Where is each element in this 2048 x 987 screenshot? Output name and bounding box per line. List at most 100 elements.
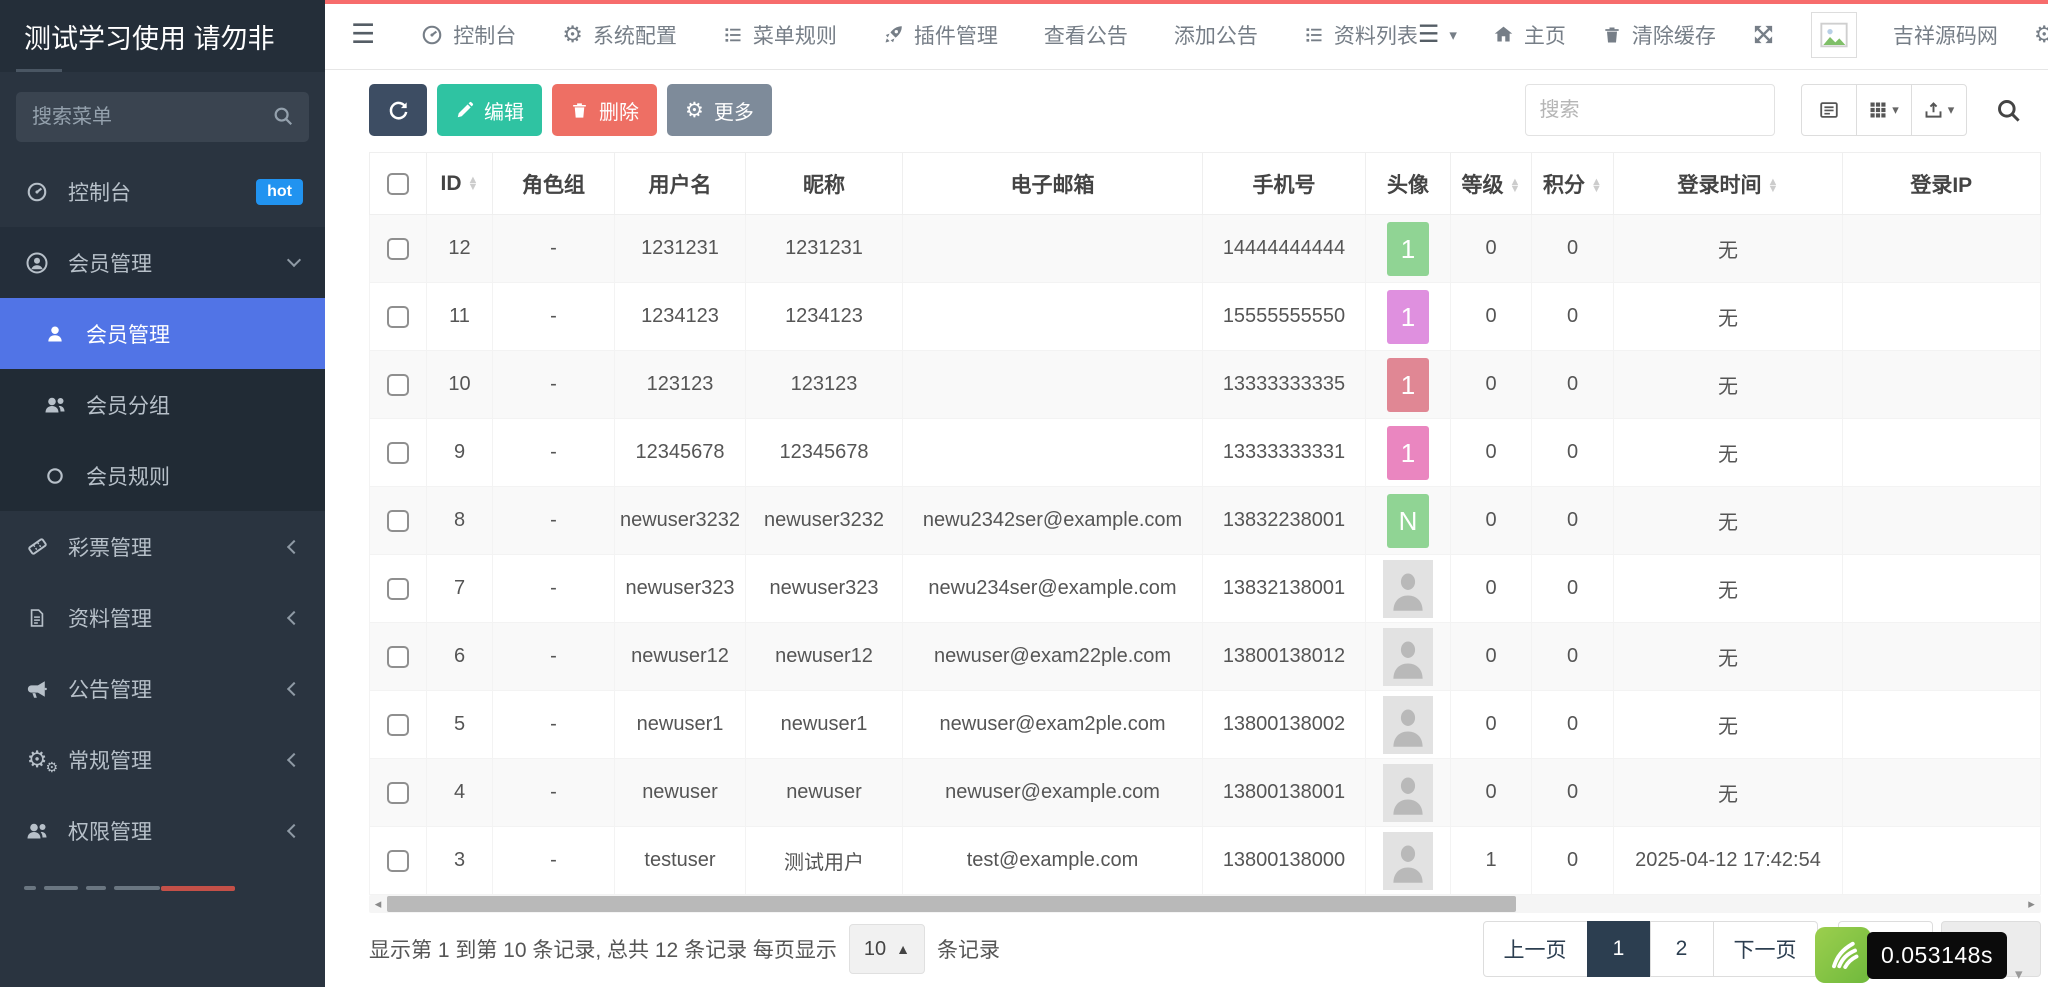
sidebar-search-input[interactable] xyxy=(16,92,309,142)
cell-login_time: 无 xyxy=(1613,350,1843,419)
next-page-button[interactable]: 下一页 xyxy=(1712,921,1818,977)
horizontal-scroll-thumb[interactable] xyxy=(387,896,1516,912)
chevron-left-icon xyxy=(286,752,302,767)
columns-button[interactable]: ▾ xyxy=(1855,84,1912,136)
sidebar-item-console[interactable]: 控制台 hot xyxy=(0,156,325,227)
row-checkbox[interactable] xyxy=(387,441,409,464)
column-header-nickname[interactable]: 昵称 xyxy=(745,152,903,215)
search-submit-button[interactable] xyxy=(1977,84,2041,136)
column-label: 手机号 xyxy=(1252,173,1316,197)
sidebar-item-general-manage[interactable]: ⚙ ⚙ 常规管理 xyxy=(0,724,325,795)
cell-login_time: 无 xyxy=(1613,282,1843,351)
horizontal-scroll-track[interactable] xyxy=(387,895,2023,913)
clear-cache-button[interactable]: 清除缓存 xyxy=(1602,20,1716,50)
nav-item-label: 查看公告 xyxy=(1043,24,1128,48)
sidebar-item-data-manage[interactable]: 资料管理 xyxy=(0,582,325,653)
sidebar-item-member-manage-parent[interactable]: 会员管理 xyxy=(0,227,325,298)
row-checkbox[interactable] xyxy=(387,645,409,668)
topnav-left: ☰ 控制台 ⚙ 系统配置 菜单规则 插件管理 查看公告 添加公告 资料列表 xyxy=(351,19,1418,50)
column-header-id[interactable]: ID ▲ ▼ xyxy=(426,152,493,215)
sort-carets-icon[interactable]: ▲ ▼ xyxy=(1767,176,1779,195)
nav-item-console[interactable]: 控制台 xyxy=(421,20,516,50)
sidebar-toggle-icon[interactable]: ☰ xyxy=(351,19,376,49)
select-all-checkbox[interactable] xyxy=(387,172,409,195)
chevron-left-icon xyxy=(286,681,302,696)
column-header-username[interactable]: 用户名 xyxy=(614,152,746,215)
column-header-email[interactable]: 电子邮箱 xyxy=(902,152,1203,215)
partial-text-bar xyxy=(44,886,78,890)
user-avatar[interactable] xyxy=(1810,11,1857,58)
column-header-check[interactable] xyxy=(369,152,427,215)
cell-id: 3 xyxy=(426,826,493,895)
sort-carets-icon[interactable]: ▲ ▼ xyxy=(1591,176,1602,195)
detail-view-button[interactable] xyxy=(1800,84,1857,136)
column-header-avatar[interactable]: 头像 xyxy=(1365,152,1451,215)
nav-item-view-notice[interactable]: 查看公告 xyxy=(1044,20,1128,50)
row-checkbox[interactable] xyxy=(387,237,409,260)
nav-item-label: 插件管理 xyxy=(913,24,998,48)
home-button[interactable]: 主页 xyxy=(1493,20,1566,50)
sidebar-item-member-group[interactable]: 会员分组 xyxy=(0,369,325,440)
sidebar-item-lottery-manage[interactable]: 彩票管理 xyxy=(0,511,325,582)
sidebar-item-member-rule[interactable]: 会员规则 xyxy=(0,440,325,511)
fullscreen-button[interactable] xyxy=(1752,23,1775,46)
thinkphp-leaf-icon[interactable] xyxy=(1815,927,1872,983)
cogs-icon[interactable]: ⚙⚙ xyxy=(2033,21,2048,47)
sort-carets-icon[interactable]: ▲ ▼ xyxy=(1509,176,1521,195)
column-header-group[interactable]: 角色组 xyxy=(492,152,615,215)
delete-button[interactable]: 删除 xyxy=(552,84,657,136)
page-button-2[interactable]: 2 xyxy=(1649,921,1714,977)
cell-username: newuser323 xyxy=(614,554,746,623)
sort-carets-icon[interactable]: ▲ ▼ xyxy=(467,174,479,193)
row-checkbox[interactable] xyxy=(387,781,409,804)
cell-check xyxy=(369,350,427,419)
column-header-score[interactable]: 积分 ▲ ▼ xyxy=(1531,152,1614,215)
page-button-1[interactable]: 1 xyxy=(1586,921,1651,977)
column-header-level[interactable]: 等级 ▲ ▼ xyxy=(1450,152,1532,215)
edit-button[interactable]: 编辑 xyxy=(437,84,542,136)
row-checkbox[interactable] xyxy=(387,713,409,736)
cell-username: 1234123 xyxy=(614,282,746,351)
refresh-button[interactable] xyxy=(369,84,427,136)
cell-login_time: 2025-04-12 17:42:54 xyxy=(1613,826,1843,895)
row-checkbox[interactable] xyxy=(387,509,409,532)
prev-page-button[interactable]: 上一页 xyxy=(1482,921,1588,977)
nav-item-add-notice[interactable]: 添加公告 xyxy=(1174,20,1258,50)
cell-phone: 13800138000 xyxy=(1202,826,1366,895)
sidebar-item-partial[interactable] xyxy=(0,866,325,910)
sidebar-item-notice-manage[interactable]: 公告管理 xyxy=(0,653,325,724)
column-header-login_ip[interactable]: 登录IP xyxy=(1842,152,2041,215)
table-header-row: ID ▲ ▼ 角色组 用户名 昵称 电子邮箱 手机号 头像 等级 ▲ ▼ 积分 ▲ ▼ 登录时间 ▲ ▼ 登录IP xyxy=(369,152,2041,215)
row-checkbox[interactable] xyxy=(387,577,409,600)
top-navbar: ☰ 控制台 ⚙ 系统配置 菜单规则 插件管理 查看公告 添加公告 资料列表 ☰ ▾ 主页 清除… xyxy=(325,0,2048,70)
horizontal-scrollbar[interactable]: ◂ ▸ xyxy=(369,895,2041,913)
row-checkbox[interactable] xyxy=(387,373,409,396)
sidebar-item-member-manage[interactable]: 会员管理 xyxy=(0,298,325,369)
export-button[interactable]: ▾ xyxy=(1910,84,1967,136)
chevron-down-icon xyxy=(286,252,302,268)
scroll-right-icon[interactable]: ▸ xyxy=(2028,896,2035,911)
file-icon xyxy=(24,608,50,628)
row-checkbox[interactable] xyxy=(387,305,409,328)
nav-item-plugin-manage[interactable]: 插件管理 xyxy=(883,20,998,50)
nav-item-menu-rule[interactable]: 菜单规则 xyxy=(723,20,837,50)
user-icon xyxy=(42,324,68,344)
sidebar-item-auth-manage[interactable]: 权限管理 xyxy=(0,795,325,866)
table-search-input[interactable] xyxy=(1524,84,1775,136)
fullscreen-icon xyxy=(1752,23,1775,46)
menus-dropdown[interactable]: ☰ ▾ xyxy=(1418,20,1457,49)
scroll-left-icon[interactable]: ◂ xyxy=(374,896,382,911)
dashboard-icon xyxy=(421,24,443,46)
sidebar-item-label: 常规管理 xyxy=(68,749,152,773)
page-size-select[interactable]: 10 ▲ xyxy=(848,924,926,974)
edit-label: 编辑 xyxy=(484,101,524,124)
cell-nickname: 123123 xyxy=(745,350,903,419)
caret-down-icon[interactable]: ▾ xyxy=(2014,966,2023,983)
more-button[interactable]: ⚙ 更多 xyxy=(667,84,772,136)
username-menu[interactable]: 吉祥源码网 xyxy=(1893,20,1998,50)
nav-item-system-config[interactable]: ⚙ 系统配置 xyxy=(562,20,677,50)
nav-item-data-list[interactable]: 资料列表 xyxy=(1304,20,1418,50)
column-header-login_time[interactable]: 登录时间 ▲ ▼ xyxy=(1613,152,1843,215)
row-checkbox[interactable] xyxy=(387,849,409,872)
column-header-phone[interactable]: 手机号 xyxy=(1202,152,1366,215)
